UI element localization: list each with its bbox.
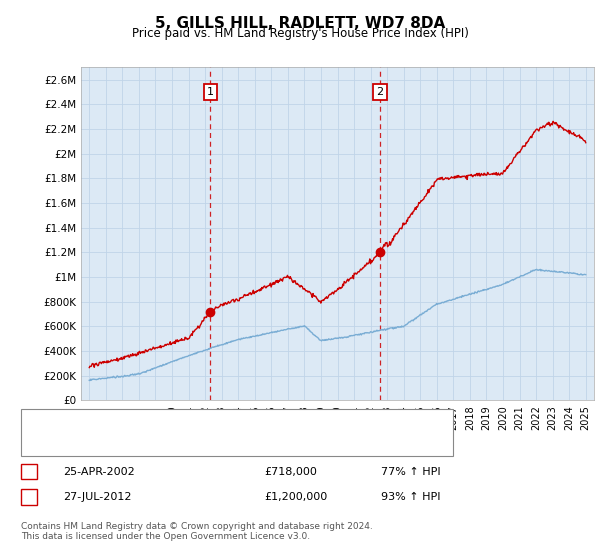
Text: £718,000: £718,000 <box>264 466 317 477</box>
Text: 1: 1 <box>207 87 214 97</box>
Text: 27-JUL-2012: 27-JUL-2012 <box>63 492 131 502</box>
Text: ———: ——— <box>28 437 65 450</box>
Text: ———: ——— <box>28 416 65 428</box>
Text: £1,200,000: £1,200,000 <box>264 492 327 502</box>
Text: 2: 2 <box>25 492 32 502</box>
Text: Contains HM Land Registry data © Crown copyright and database right 2024.
This d: Contains HM Land Registry data © Crown c… <box>21 522 373 542</box>
Text: 25-APR-2002: 25-APR-2002 <box>63 466 135 477</box>
Text: HPI: Average price, detached house, Hertsmere: HPI: Average price, detached house, Hert… <box>60 438 308 448</box>
Text: 5, GILLS HILL, RADLETT, WD7 8DA: 5, GILLS HILL, RADLETT, WD7 8DA <box>155 16 445 31</box>
Text: 2: 2 <box>376 87 383 97</box>
Text: Price paid vs. HM Land Registry's House Price Index (HPI): Price paid vs. HM Land Registry's House … <box>131 27 469 40</box>
Text: 93% ↑ HPI: 93% ↑ HPI <box>381 492 440 502</box>
Text: 1: 1 <box>25 466 32 477</box>
Text: 77% ↑ HPI: 77% ↑ HPI <box>381 466 440 477</box>
Text: 5, GILLS HILL, RADLETT, WD7 8DA (detached house): 5, GILLS HILL, RADLETT, WD7 8DA (detache… <box>60 417 332 427</box>
